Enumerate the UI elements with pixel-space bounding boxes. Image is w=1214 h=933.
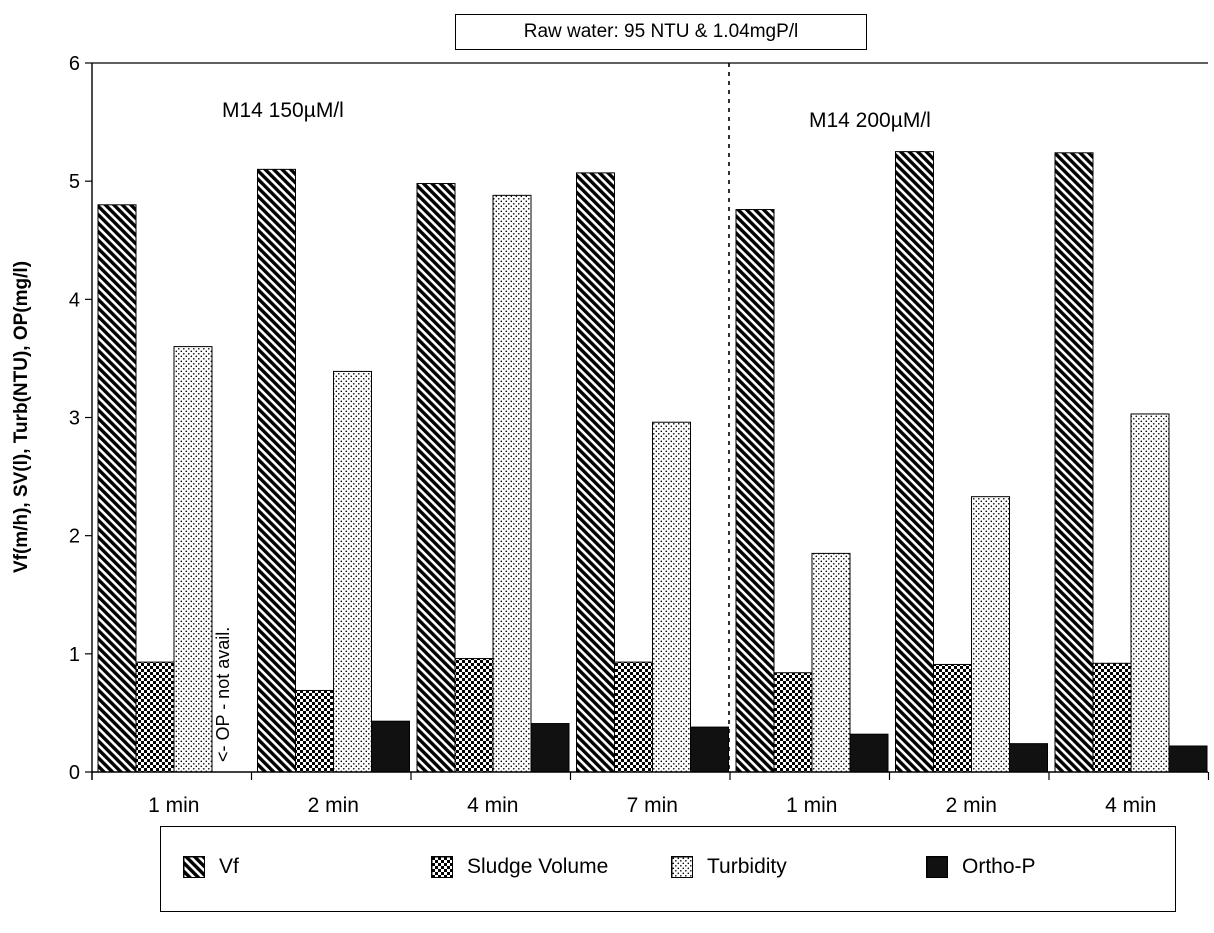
legend-label-vf: Vf	[219, 855, 239, 878]
y-tick-label: 0	[69, 762, 80, 784]
y-tick-label: 6	[69, 53, 80, 75]
bar-turbidity-6	[1130, 413, 1170, 773]
bar-sludge-volume-2	[454, 658, 494, 773]
bar-sludge-volume-0	[135, 661, 175, 773]
bar-sludge-volume-5	[933, 663, 972, 773]
bar-ortho-p-5	[1009, 743, 1048, 773]
bar-turbidity-0	[173, 346, 213, 773]
bar-vf-6	[1054, 152, 1094, 773]
x-category-label: 2 min	[946, 794, 997, 817]
legend-swatch-vf	[183, 856, 205, 878]
legend-label-sludge-volume: Sludge Volume	[467, 855, 609, 878]
y-tick-label: 5	[69, 171, 80, 193]
bar-turbidity-4	[811, 552, 851, 773]
labels-layer: 0 1 2 3 4 5 6 1 min 2 min 4 min 7 min 1 min 2 min 4 m…	[11, 53, 1156, 817]
legend-label-turbidity: Turbidity	[707, 855, 787, 878]
y-tick-label: 3	[69, 408, 80, 430]
legend-item-vf: Vf	[183, 854, 239, 880]
bar-sludge-volume-1	[295, 689, 334, 773]
bar-ortho-p-3	[690, 726, 729, 773]
axes-layer	[85, 62, 1210, 780]
x-category-label: 4 min	[467, 794, 518, 817]
x-category-label: 4 min	[1105, 794, 1156, 817]
legend: Vf Sludge Volume Turbidity Ortho-P	[160, 826, 1176, 912]
legend-label-ortho-p: Ortho-P	[962, 855, 1036, 878]
x-category-label: 1 min	[148, 794, 199, 817]
bar-vf-5	[895, 151, 934, 773]
bar-ortho-p-6	[1168, 745, 1208, 773]
legend-item-ortho-p: Ortho-P	[926, 854, 1036, 880]
legend-item-turbidity: Turbidity	[671, 854, 787, 880]
legend-swatch-ortho-p	[926, 856, 948, 878]
bar-vf-0	[97, 204, 137, 773]
bar-turbidity-1	[333, 370, 372, 773]
y-tick-label: 2	[69, 526, 80, 548]
bar-ortho-p-2	[530, 723, 570, 773]
legend-swatch-turbidity	[671, 856, 693, 878]
bar-turbidity-3	[652, 421, 691, 773]
bar-turbidity-2	[492, 194, 532, 773]
bar-vf-4	[735, 209, 775, 773]
bar-sludge-volume-4	[773, 672, 813, 773]
bar-vf-3	[576, 172, 615, 773]
x-category-label: 2 min	[308, 794, 359, 817]
y-axis-title: Vf(m/h), SV(l), Turb(NTU), OP(mg/l)	[11, 261, 32, 573]
y-tick-label: 1	[69, 644, 80, 666]
x-category-label: 7 min	[627, 794, 678, 817]
legend-item-sludge-volume: Sludge Volume	[431, 854, 608, 880]
x-category-label: 1 min	[786, 794, 837, 817]
bar-ortho-p-4	[849, 733, 889, 773]
bar-turbidity-5	[971, 496, 1010, 773]
bar-sludge-volume-6	[1092, 662, 1132, 773]
bar-sludge-volume-3	[614, 661, 653, 773]
op-not-available-note: <- OP - not avail.	[213, 627, 233, 762]
bar-vf-2	[416, 183, 456, 773]
chart-title: Raw water: 95 NTU & 1.04mgP/l	[455, 14, 867, 50]
bar-ortho-p-1	[371, 720, 410, 773]
group-label-150: M14 150µM/l	[222, 99, 344, 122]
group-label-200: M14 200µM/l	[809, 109, 931, 132]
y-tick-label: 4	[69, 289, 80, 311]
legend-swatch-sludge-volume	[431, 856, 453, 878]
bar-vf-1	[257, 168, 296, 773]
bars-layer	[97, 151, 1208, 773]
